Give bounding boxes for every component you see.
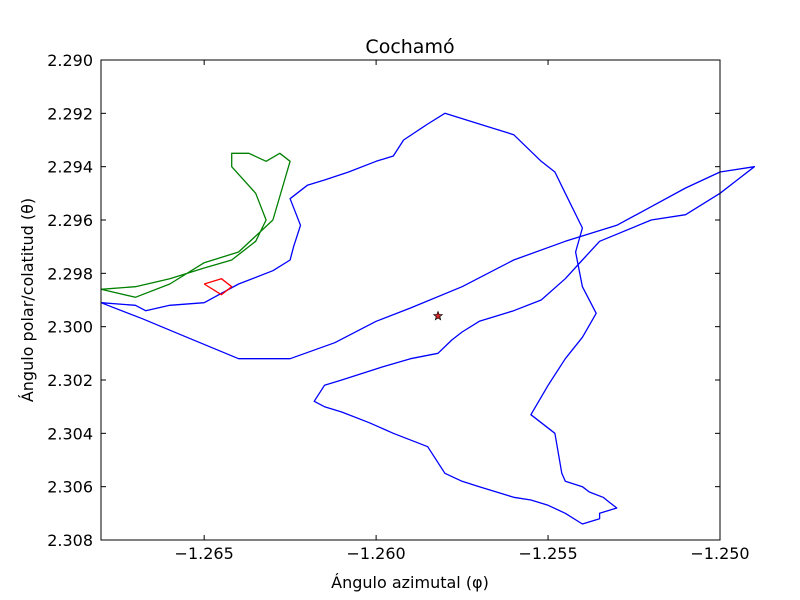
y-tick-label: 2.298 (47, 264, 93, 283)
series-line-blue (100, 112, 756, 525)
y-tick-label: 2.306 (47, 478, 93, 497)
x-tick-label: −1.250 (690, 544, 749, 563)
y-axis-label: Ángulo polar/colatitud (θ) (18, 198, 37, 402)
y-tick-label: 2.300 (47, 318, 93, 337)
y-tick-label: 2.308 (47, 531, 93, 550)
x-tick-label: −1.260 (347, 544, 406, 563)
x-tick-label: −1.265 (175, 544, 234, 563)
y-axis: 2.290 2.292 2.294 2.296 2.298 2.300 2.302 2.304… (47, 51, 720, 550)
series-line-red (203, 278, 233, 296)
series-line-green (100, 152, 291, 298)
y-tick-label: 2.290 (47, 51, 93, 70)
plot-frame (100, 59, 721, 541)
y-tick-label: 2.292 (47, 104, 93, 123)
series-layer (100, 112, 756, 525)
y-tick-label: 2.296 (47, 211, 93, 230)
x-tick-label: −1.255 (518, 544, 577, 563)
y-tick-label: 2.304 (47, 424, 93, 443)
y-tick-label: 2.302 (47, 371, 93, 390)
y-tick-label: 2.294 (47, 158, 93, 177)
star-marker (432, 310, 444, 321)
x-axis-label: Ángulo azimutal (φ) (331, 573, 489, 592)
x-axis: −1.265 −1.260 −1.255 −1.250 (175, 60, 750, 563)
chart-title: Cochamó (365, 36, 454, 58)
